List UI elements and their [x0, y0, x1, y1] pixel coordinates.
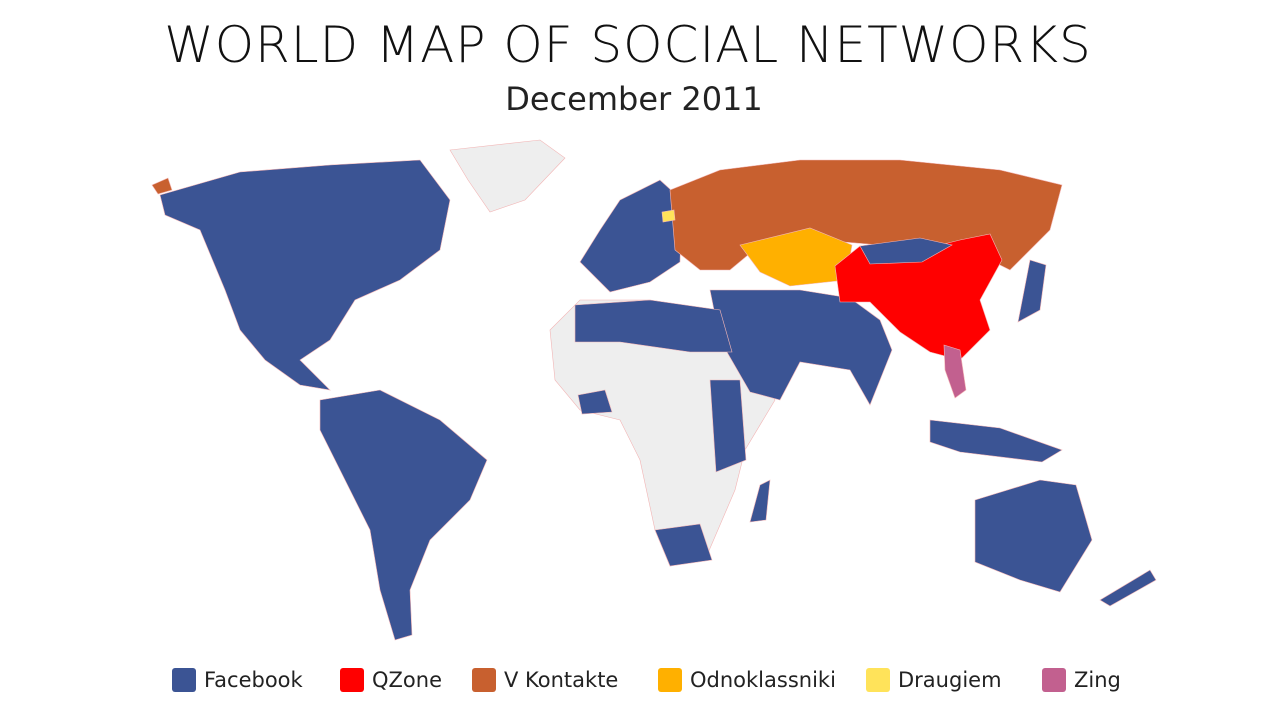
west-africa	[577, 389, 613, 415]
subtitle: December 2011	[505, 80, 763, 118]
legend-swatch	[472, 668, 496, 692]
south-africa	[654, 523, 713, 567]
legend-label: QZone	[372, 668, 442, 692]
madagascar	[749, 479, 771, 523]
europe	[579, 179, 683, 293]
legend-label: Draugiem	[898, 668, 1002, 692]
australia	[974, 479, 1093, 593]
legend-label: Odnoklassniki	[690, 668, 836, 692]
legend-label: V Kontakte	[504, 668, 618, 692]
world-map	[151, 139, 1157, 641]
legend: Facebook QZone V Kontakte Odnoklassniki Drau…	[172, 668, 1121, 692]
southeast-asia	[929, 419, 1063, 463]
title: WORLD MAP OF SOCIAL NETWORKS	[164, 16, 1092, 74]
legend-label: Zing	[1074, 668, 1121, 692]
legend-swatch	[658, 668, 682, 692]
japan	[1017, 259, 1047, 323]
legend-swatch	[340, 668, 364, 692]
north-africa	[574, 299, 733, 353]
south-america	[319, 389, 488, 641]
legend-swatch	[866, 668, 890, 692]
legend-swatch	[1042, 668, 1066, 692]
legend-swatch	[172, 668, 196, 692]
new-zealand	[1099, 569, 1157, 607]
alaska-region	[151, 177, 173, 195]
vietnam	[943, 344, 967, 399]
greenland	[449, 139, 566, 213]
mongolia	[859, 237, 953, 265]
legend-label: Facebook	[204, 668, 304, 692]
latvia	[661, 209, 676, 223]
north-america	[159, 159, 451, 391]
east-africa	[709, 379, 747, 473]
